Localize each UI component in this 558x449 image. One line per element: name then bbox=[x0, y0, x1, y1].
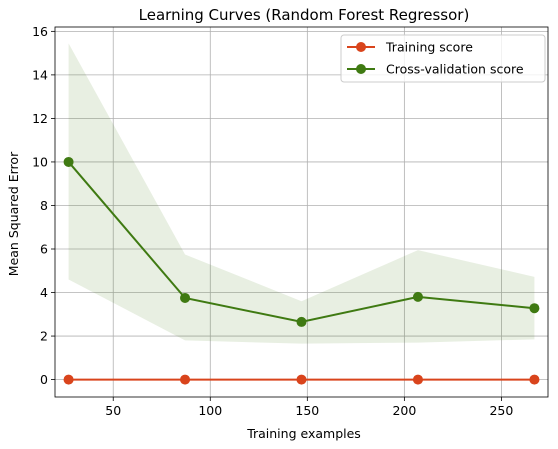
data-point-1 bbox=[412, 291, 423, 302]
y-tick-label: 8 bbox=[40, 198, 48, 213]
chart-title: Learning Curves (Random Forest Regressor… bbox=[139, 6, 470, 24]
data-point-1 bbox=[296, 316, 307, 327]
confidence-bands bbox=[68, 43, 535, 344]
legend-cv-label: Cross-validation score bbox=[386, 62, 524, 77]
x-axis-label: Training examples bbox=[246, 426, 361, 441]
legend-training-marker bbox=[356, 42, 366, 52]
data-point-1 bbox=[180, 292, 191, 303]
data-point-0 bbox=[296, 374, 307, 385]
data-point-0 bbox=[412, 374, 423, 385]
plot-frame bbox=[54, 26, 549, 398]
data-point-0 bbox=[529, 374, 540, 385]
confidence-band-1 bbox=[68, 43, 535, 344]
legend-box bbox=[340, 34, 546, 83]
legend-cv-marker bbox=[356, 64, 366, 74]
y-tick-label: 6 bbox=[40, 242, 48, 257]
x-tick-label: 150 bbox=[295, 403, 319, 418]
y-tick-label: 16 bbox=[32, 24, 48, 39]
y-axis-label: Mean Squared Error bbox=[6, 151, 21, 276]
y-tick-label: 10 bbox=[32, 154, 48, 169]
legend: Training score Cross-validation score bbox=[340, 34, 546, 83]
data-point-0 bbox=[180, 374, 191, 385]
data-point-1 bbox=[63, 156, 74, 167]
x-tick-label: 50 bbox=[105, 403, 121, 418]
data-point-0 bbox=[63, 374, 74, 385]
axes bbox=[51, 26, 549, 401]
tick-labels: 50 100 150 200 250 0 2 4 6 8 10 12 14 16 bbox=[32, 24, 513, 418]
y-tick-label: 14 bbox=[32, 67, 48, 82]
y-tick-label: 12 bbox=[32, 111, 48, 126]
legend-training-label: Training score bbox=[385, 40, 473, 55]
x-tick-label: 250 bbox=[489, 403, 513, 418]
x-tick-label: 100 bbox=[198, 403, 222, 418]
y-tick-label: 0 bbox=[40, 372, 48, 387]
y-tick-label: 2 bbox=[40, 329, 48, 344]
data-point-1 bbox=[529, 303, 540, 314]
series-lines bbox=[63, 156, 540, 385]
y-tick-label: 4 bbox=[40, 285, 48, 300]
x-tick-label: 200 bbox=[392, 403, 416, 418]
